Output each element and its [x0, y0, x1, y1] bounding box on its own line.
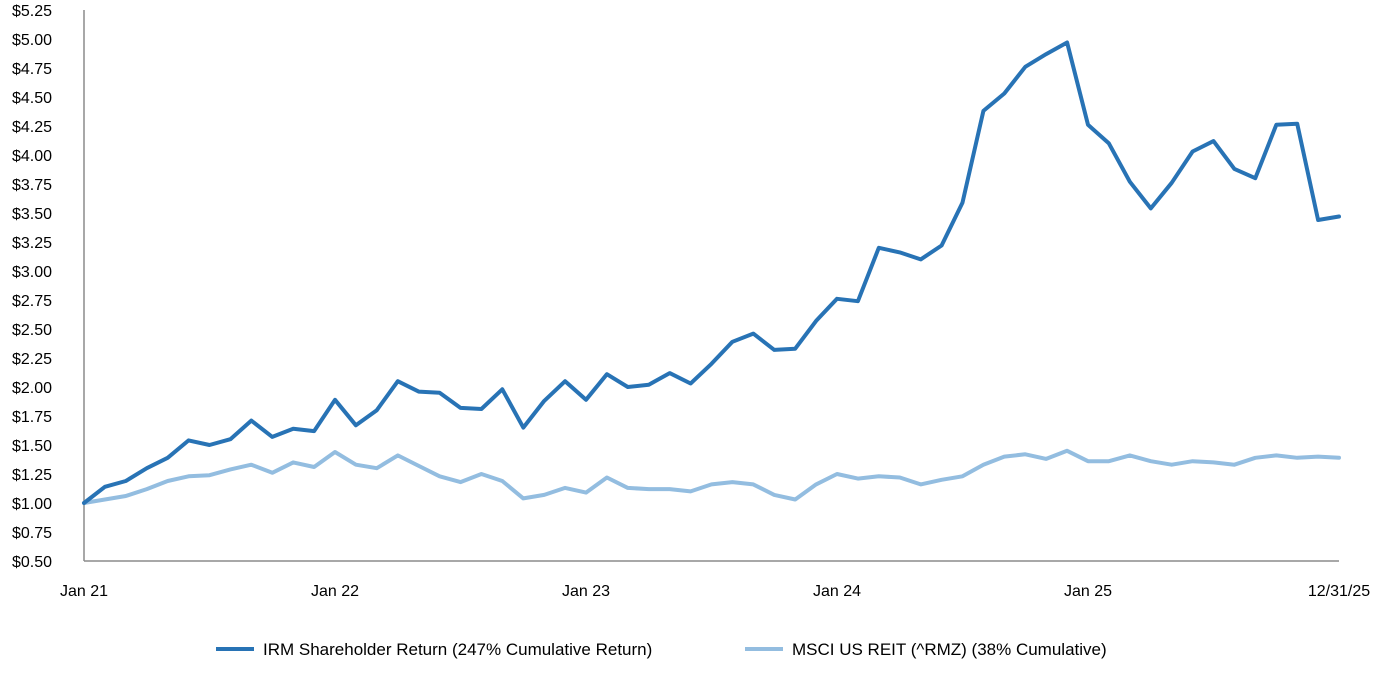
y-tick-label: $3.50	[12, 206, 52, 223]
x-tick-label: Jan 21	[60, 583, 108, 600]
y-tick-label: $2.25	[12, 351, 52, 368]
y-tick-label: $2.50	[12, 322, 52, 339]
y-axis-ticks: $0.50 $0.75 $1.00 $1.25 $1.50 $1.75 $2.00 $2.25…	[12, 3, 52, 571]
axes	[83, 10, 1339, 562]
y-tick-label: $3.00	[12, 264, 52, 281]
x-tick-label: Jan 22	[311, 583, 359, 600]
series-line-irm	[82, 40, 1341, 505]
y-tick-label: $2.00	[12, 380, 52, 397]
x-tick-label: Jan 25	[1064, 583, 1112, 600]
y-tick-label: $5.25	[12, 3, 52, 20]
x-tick-label: Jan 23	[562, 583, 610, 600]
y-tick-label: $1.25	[12, 467, 52, 484]
legend-label-irm: IRM Shareholder Return (247% Cumulative …	[263, 640, 652, 659]
y-tick-label: $4.00	[12, 148, 52, 165]
y-tick-label: $0.75	[12, 525, 52, 542]
x-axis-ticks: Jan 21 Jan 22 Jan 23 Jan 24 Jan 25 12/31/25	[60, 583, 1370, 600]
x-tick-label: Jan 24	[813, 583, 861, 600]
legend: IRM Shareholder Return (247% Cumulative …	[216, 640, 1107, 659]
y-tick-label: $5.00	[12, 32, 52, 49]
series-layer	[82, 40, 1341, 505]
y-tick-label: $2.75	[12, 293, 52, 310]
y-tick-label: $0.50	[12, 554, 52, 571]
legend-label-msci-reit: MSCI US REIT (^RMZ) (38% Cumulative)	[792, 640, 1107, 659]
series-line-msci-reit	[82, 448, 1341, 505]
y-tick-label: $4.25	[12, 119, 52, 136]
y-tick-label: $4.50	[12, 90, 52, 107]
y-tick-label: $3.25	[12, 235, 52, 252]
x-tick-label: 12/31/25	[1308, 583, 1370, 600]
y-tick-label: $1.50	[12, 438, 52, 455]
y-tick-label: $1.00	[12, 496, 52, 513]
y-tick-label: $1.75	[12, 409, 52, 426]
y-tick-label: $3.75	[12, 177, 52, 194]
y-tick-label: $4.75	[12, 61, 52, 78]
